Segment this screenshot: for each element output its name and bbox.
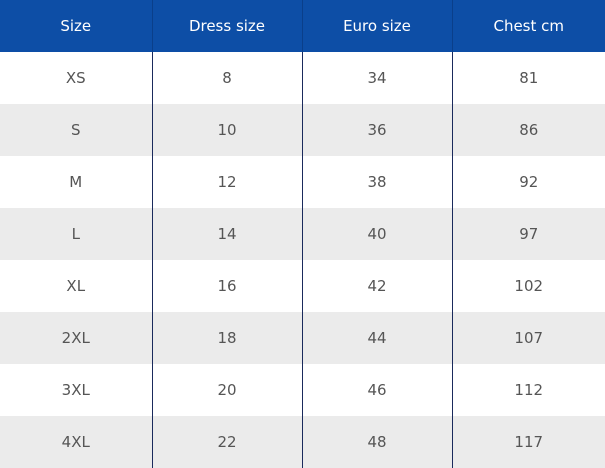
table-cell: 12 <box>151 156 302 208</box>
table-header: Size Dress size Euro size Chest cm <box>0 0 605 52</box>
header-cell: Euro size <box>301 0 452 52</box>
table-cell: 20 <box>151 364 302 416</box>
table-cell: 81 <box>451 52 605 104</box>
table-row: S 10 36 86 <box>0 104 605 156</box>
table-cell: 16 <box>151 260 302 312</box>
table-cell: 36 <box>301 104 452 156</box>
table-cell: 34 <box>301 52 452 104</box>
header-cell: Size <box>0 0 152 52</box>
table-cell: 86 <box>451 104 605 156</box>
table-cell: 4XL <box>0 416 152 468</box>
table-row: XS 8 34 81 <box>0 52 605 104</box>
table-cell: 8 <box>151 52 302 104</box>
table-cell: 38 <box>301 156 452 208</box>
table-cell: 10 <box>151 104 302 156</box>
table-cell: 2XL <box>0 312 152 364</box>
table-cell: 107 <box>451 312 605 364</box>
table-cell: 3XL <box>0 364 152 416</box>
table-row: 3XL 20 46 112 <box>0 364 605 416</box>
header-cell: Chest cm <box>451 0 605 52</box>
table-row: M 12 38 92 <box>0 156 605 208</box>
table-cell: 14 <box>151 208 302 260</box>
table-body: XS 8 34 81 S 10 36 86 M 12 38 92 L 14 40 97 XL 16 42 102 2XL… <box>0 52 605 468</box>
table-cell: 102 <box>451 260 605 312</box>
header-row: Size Dress size Euro size Chest cm <box>0 0 605 52</box>
table-cell: S <box>0 104 152 156</box>
table-cell: XL <box>0 260 152 312</box>
table-cell: 22 <box>151 416 302 468</box>
table-cell: 46 <box>301 364 452 416</box>
table-cell: XS <box>0 52 152 104</box>
table-cell: 44 <box>301 312 452 364</box>
table-cell: 112 <box>451 364 605 416</box>
table-cell: M <box>0 156 152 208</box>
table-row: 2XL 18 44 107 <box>0 312 605 364</box>
table-cell: 117 <box>451 416 605 468</box>
table-row: 4XL 22 48 117 <box>0 416 605 468</box>
table-cell: 42 <box>301 260 452 312</box>
table-row: XL 16 42 102 <box>0 260 605 312</box>
table-cell: 18 <box>151 312 302 364</box>
table-cell: L <box>0 208 152 260</box>
table-cell: 40 <box>301 208 452 260</box>
header-cell: Dress size <box>151 0 302 52</box>
table-cell: 92 <box>451 156 605 208</box>
table-cell: 97 <box>451 208 605 260</box>
table-row: L 14 40 97 <box>0 208 605 260</box>
table-cell: 48 <box>301 416 452 468</box>
